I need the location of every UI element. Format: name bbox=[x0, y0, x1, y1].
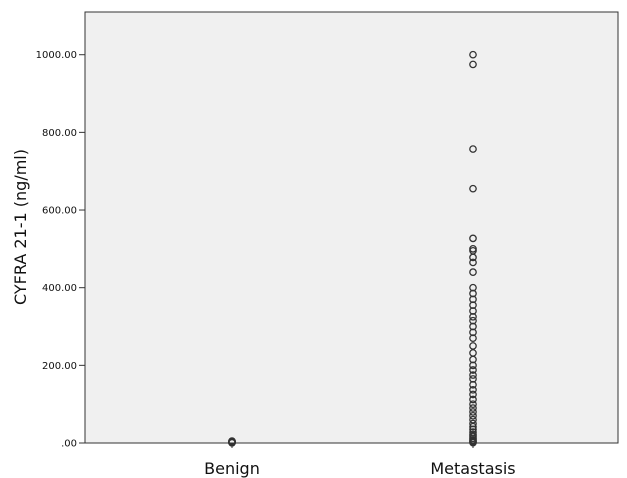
y-axis-title: CYFRA 21-1 (ng/ml) bbox=[11, 149, 30, 305]
data-point-metastasis bbox=[469, 390, 477, 399]
y-tick-label: 200.00 bbox=[42, 361, 77, 372]
data-point-metastasis bbox=[469, 361, 477, 370]
y-axis: .00 200.00 400.00 600.00 800.00 1000.00 bbox=[36, 50, 85, 450]
x-axis: Benign Metastasis bbox=[204, 443, 516, 478]
y-tick-label: 1000.00 bbox=[36, 50, 77, 61]
data-point-metastasis bbox=[469, 312, 477, 321]
data-point-metastasis bbox=[469, 380, 477, 389]
x-category-label: Benign bbox=[204, 459, 260, 478]
x-category-label: Metastasis bbox=[430, 459, 515, 478]
data-point-benign bbox=[228, 437, 236, 445]
data-point-metastasis bbox=[469, 184, 477, 193]
data-points bbox=[228, 50, 477, 447]
y-tick-label: 800.00 bbox=[42, 128, 77, 139]
data-point-metastasis bbox=[469, 145, 477, 153]
y-tick-label: 600.00 bbox=[42, 206, 77, 217]
plot-area bbox=[84, 11, 619, 444]
data-point-metastasis bbox=[469, 253, 477, 262]
data-point-metastasis bbox=[469, 395, 477, 404]
y-tick-label: 400.00 bbox=[42, 283, 77, 294]
data-point-metastasis bbox=[469, 234, 477, 243]
data-point-metastasis bbox=[469, 268, 477, 277]
data-point-metastasis bbox=[469, 400, 477, 409]
data-point-metastasis bbox=[469, 438, 477, 447]
data-point-metastasis bbox=[469, 404, 477, 412]
data-point-metastasis bbox=[469, 385, 477, 394]
data-point-metastasis bbox=[469, 422, 477, 431]
data-point-metastasis bbox=[469, 50, 477, 59]
data-point-metastasis bbox=[469, 60, 477, 69]
y-tick-label: .00 bbox=[61, 439, 77, 450]
data-point-metastasis bbox=[469, 366, 477, 374]
data-point-metastasis bbox=[469, 258, 477, 267]
data-point-metastasis bbox=[469, 371, 477, 379]
data-point-metastasis bbox=[469, 334, 477, 343]
data-point-metastasis bbox=[469, 411, 477, 420]
data-point-metastasis bbox=[469, 408, 477, 416]
